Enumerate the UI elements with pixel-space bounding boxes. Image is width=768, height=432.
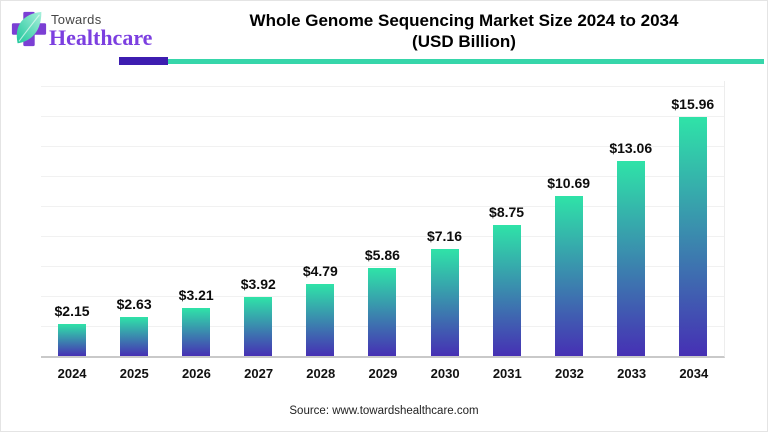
bar-column-2033: $13.06 <box>600 81 662 356</box>
bar-value-label-2024: $2.15 <box>54 302 90 319</box>
bar-value-label-2033: $13.06 <box>609 139 653 156</box>
x-tick-label-2026: 2026 <box>181 366 211 381</box>
bar-column-2029: $5.86 <box>351 81 413 356</box>
x-tick-label-2033: 2033 <box>617 366 647 381</box>
x-tick-label-2028: 2028 <box>306 366 336 381</box>
bars: $2.15 $2.63 $3.21 $3.92 $4.79 $5.86 $7.16 $8.75… <box>41 81 724 356</box>
x-tick-label-2025: 2025 <box>119 366 149 381</box>
divider-purple-segment <box>119 57 168 65</box>
x-axis-labels: 2024 2025 2026 2027 2028 2029 2030 2031 2032 2033… <box>41 366 725 381</box>
x-tick-label-2024: 2024 <box>57 366 87 381</box>
bar-value-label-2034: $15.96 <box>671 96 715 112</box>
bar-column-2034: $15.96 <box>662 81 724 356</box>
bar-value-label-2030: $7.16 <box>426 227 463 244</box>
bar-2025 <box>120 316 149 356</box>
bar-column-2032: $10.69 <box>538 81 600 356</box>
bar-value-label-2032: $10.69 <box>547 174 591 191</box>
brand-text: Towards Healthcare <box>49 10 153 50</box>
healthcare-cross-leaf-icon <box>10 10 48 48</box>
divider-teal-segment <box>168 59 764 64</box>
bar-value-label-2025: $2.63 <box>116 295 152 312</box>
x-tick-label-2031: 2031 <box>492 366 522 381</box>
bar-2030 <box>430 248 459 356</box>
chart-title-line1: Whole Genome Sequencing Market Size 2024… <box>249 11 679 30</box>
bar-column-2025: $2.63 <box>103 81 165 356</box>
bar-column-2024: $2.15 <box>41 81 103 356</box>
bar-2029 <box>368 268 397 356</box>
chart-title: Whole Genome Sequencing Market Size 2024… <box>169 10 759 52</box>
x-tick-label-2029: 2029 <box>368 366 398 381</box>
x-tick-label-2032: 2032 <box>554 366 584 381</box>
x-tick-label-2030: 2030 <box>430 366 460 381</box>
bar-2024 <box>58 323 87 356</box>
brand-logo: Towards Healthcare <box>10 10 152 49</box>
bar-2032 <box>554 195 583 356</box>
bar-value-label-2026: $3.21 <box>178 286 214 303</box>
bar-column-2031: $8.75 <box>476 81 538 356</box>
bar-2034 <box>678 117 707 356</box>
chart-title-line2: (USD Billion) <box>412 32 516 51</box>
bar-2027 <box>244 297 273 356</box>
bar-value-label-2029: $5.86 <box>364 247 400 264</box>
bar-column-2030: $7.16 <box>414 81 476 356</box>
bar-value-label-2027: $3.92 <box>240 276 276 293</box>
plot-area: $2.15 $2.63 $3.21 $3.92 $4.79 $5.86 $7.16 $8.75… <box>41 81 725 358</box>
bar-value-label-2028: $4.79 <box>302 263 338 280</box>
bar-column-2027: $3.92 <box>227 81 289 356</box>
header-divider <box>119 57 767 66</box>
bar-2033 <box>616 160 645 356</box>
bar-column-2026: $3.21 <box>165 81 227 356</box>
bar-2026 <box>182 307 211 356</box>
bar-column-2028: $4.79 <box>289 81 351 356</box>
bar-2028 <box>306 284 335 356</box>
bar-value-label-2031: $8.75 <box>489 204 525 220</box>
brand-name-top: Towards <box>51 12 102 27</box>
x-tick-label-2034: 2034 <box>679 366 709 381</box>
bar-2031 <box>492 225 521 356</box>
brand-name-bottom: Healthcare <box>49 25 153 50</box>
source-attribution: Source: www.towardshealthcare.com <box>289 405 479 417</box>
x-tick-label-2027: 2027 <box>244 366 274 381</box>
